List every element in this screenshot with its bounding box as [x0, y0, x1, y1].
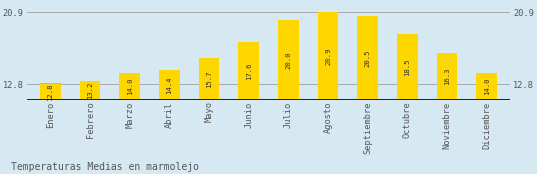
Bar	[476, 83, 497, 100]
Bar	[397, 34, 418, 100]
Bar	[238, 42, 259, 100]
Bar	[79, 83, 100, 100]
Bar	[318, 13, 338, 100]
Text: 17.6: 17.6	[245, 62, 252, 80]
Text: 14.0: 14.0	[484, 78, 490, 95]
Bar	[278, 20, 299, 100]
Bar	[159, 70, 180, 100]
Text: 20.0: 20.0	[285, 52, 292, 69]
Bar	[437, 83, 458, 100]
Text: 14.4: 14.4	[166, 76, 172, 94]
Bar	[238, 83, 259, 100]
Text: 12.8: 12.8	[47, 83, 53, 101]
Text: 20.5: 20.5	[365, 49, 371, 67]
Bar	[278, 83, 299, 100]
Text: 13.2: 13.2	[87, 81, 93, 99]
Text: 16.3: 16.3	[444, 68, 450, 85]
Bar	[318, 83, 338, 100]
Bar	[40, 84, 61, 100]
Text: 20.9: 20.9	[325, 48, 331, 65]
Bar	[159, 83, 180, 100]
Bar	[199, 83, 219, 100]
Bar	[119, 83, 140, 100]
Bar	[357, 83, 378, 100]
Bar	[357, 16, 378, 100]
Text: 18.5: 18.5	[404, 58, 410, 76]
Bar	[397, 83, 418, 100]
Text: 14.0: 14.0	[127, 78, 133, 95]
Bar	[437, 53, 458, 100]
Bar	[199, 58, 219, 100]
Bar	[79, 81, 100, 100]
Bar	[476, 73, 497, 100]
Text: 15.7: 15.7	[206, 70, 212, 88]
Text: Temperaturas Medias en marmolejo: Temperaturas Medias en marmolejo	[11, 162, 199, 172]
Bar	[119, 73, 140, 100]
Bar	[40, 83, 61, 100]
